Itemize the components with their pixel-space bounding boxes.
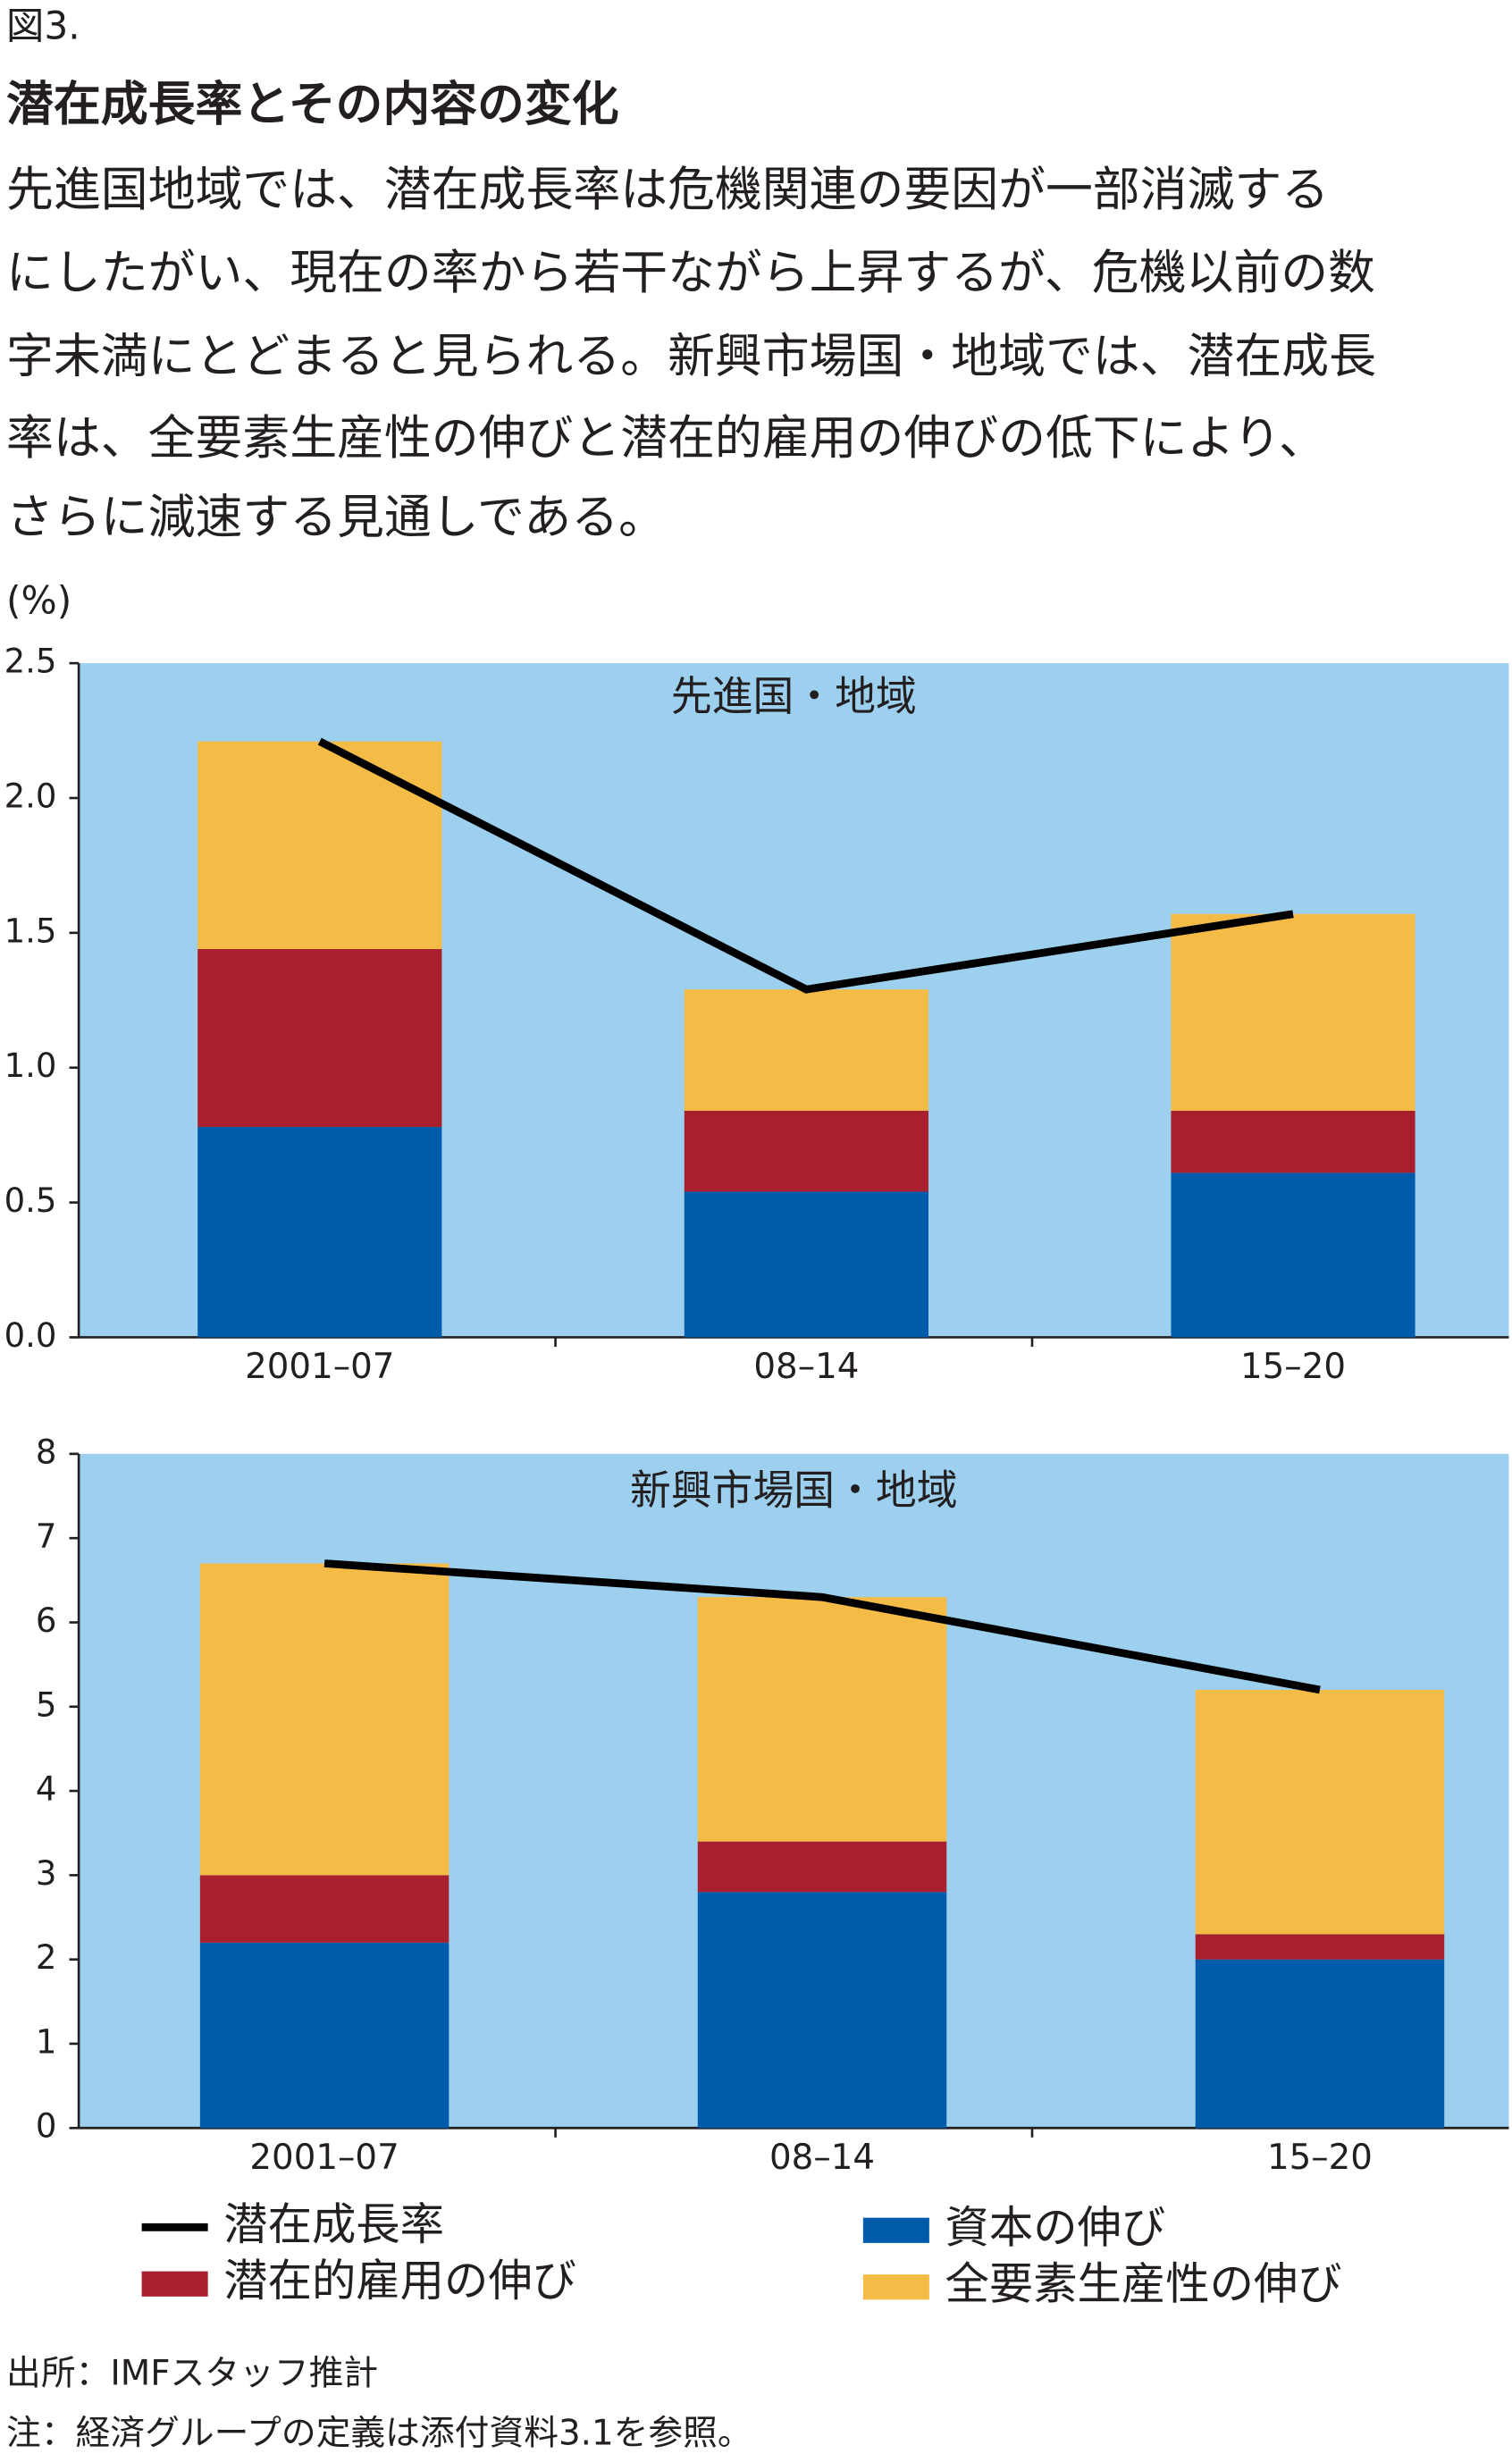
- y-tick-label: 1.0: [4, 1046, 57, 1085]
- bar-segment: [1195, 1959, 1445, 2129]
- y-tick-label: 3: [36, 1854, 57, 1893]
- bar-segment: [1171, 913, 1415, 1112]
- figure-title: 潜在成長率とその内容の変化: [6, 78, 619, 132]
- y-tick-label: 0: [36, 2107, 57, 2146]
- source: 出所：IMFスタッフ推計: [6, 2353, 378, 2393]
- x-tick-label: 15–20: [1267, 2138, 1373, 2178]
- y-tick-label: 8: [36, 1433, 57, 1471]
- bar-segment: [1195, 1934, 1445, 1960]
- chart-title: 新興市場国・地域: [630, 1466, 958, 1514]
- x-tick-label: 15–20: [1240, 1347, 1346, 1387]
- bar-segment: [197, 948, 442, 1128]
- description-line: にしたがい、現在の率から若干ながら上昇するが、危機以前の数: [6, 246, 1375, 300]
- bar-segment: [697, 1841, 947, 1893]
- line-series: [323, 1559, 1321, 1694]
- legend-swatch: [862, 2274, 929, 2300]
- legend-swatch: [862, 2217, 929, 2243]
- legend-label: 全要素生産性の伸び: [945, 2258, 1342, 2310]
- bar-segment: [1171, 1172, 1415, 1338]
- description-line: 率は、全要素生産性の伸びと潜在的雇用の伸びの低下により、: [6, 411, 1326, 466]
- legend-label: 潜在成長率: [223, 2198, 444, 2250]
- description-line: 先進国地域では、潜在成長率は危機関連の要因が一部消滅する: [6, 163, 1329, 217]
- bar-segment: [199, 1563, 449, 1876]
- bar-segment: [684, 989, 928, 1112]
- y-tick-label: 0.0: [4, 1316, 57, 1355]
- y-tick-label: 2.0: [4, 777, 57, 815]
- x-tick-label: 08–14: [769, 2138, 875, 2178]
- x-tick-label: 2001–07: [245, 1347, 394, 1387]
- bar-segment: [697, 1597, 947, 1842]
- description-line: さらに減速する見通しである。: [6, 490, 666, 544]
- bar-segment: [684, 1111, 928, 1192]
- bar-segment: [197, 1127, 442, 1338]
- bar-segment: [697, 1892, 947, 2129]
- y-tick-label: 6: [36, 1601, 57, 1640]
- x-tick-label: 2001–07: [249, 2138, 399, 2178]
- y-axis-label: (%): [6, 579, 71, 623]
- y-tick-label: 2.5: [4, 643, 57, 681]
- note: 注：経済グループの定義は添付資料3.1を参照。: [6, 2413, 752, 2453]
- y-tick-label: 1: [36, 2022, 57, 2061]
- description-line: 字未満にとどまると見られる。新興市場国・地域では、潜在成長: [6, 330, 1376, 384]
- bar-segment: [197, 741, 442, 949]
- bar-segment: [1171, 1111, 1415, 1173]
- legend-label: 資本の伸び: [945, 2201, 1166, 2253]
- bar-segment: [684, 1191, 928, 1338]
- legend-swatch: [141, 2271, 208, 2297]
- y-tick-label: 5: [36, 1685, 57, 1724]
- bar-segment: [1195, 1689, 1445, 1935]
- legend-label: 潜在的雇用の伸び: [223, 2255, 576, 2307]
- y-tick-label: 2: [36, 1938, 57, 1977]
- y-tick-label: 0.5: [4, 1181, 57, 1220]
- x-tick-label: 08–14: [753, 1347, 859, 1387]
- y-tick-label: 4: [36, 1770, 57, 1809]
- figure-label: 図3.: [6, 4, 80, 47]
- bar-segment: [199, 1875, 449, 1943]
- y-tick-label: 7: [36, 1517, 57, 1556]
- chart-title: 先進国・地域: [671, 672, 917, 720]
- line-series: [317, 737, 1294, 994]
- bar-segment: [199, 1942, 449, 2129]
- y-tick-label: 1.5: [4, 912, 57, 950]
